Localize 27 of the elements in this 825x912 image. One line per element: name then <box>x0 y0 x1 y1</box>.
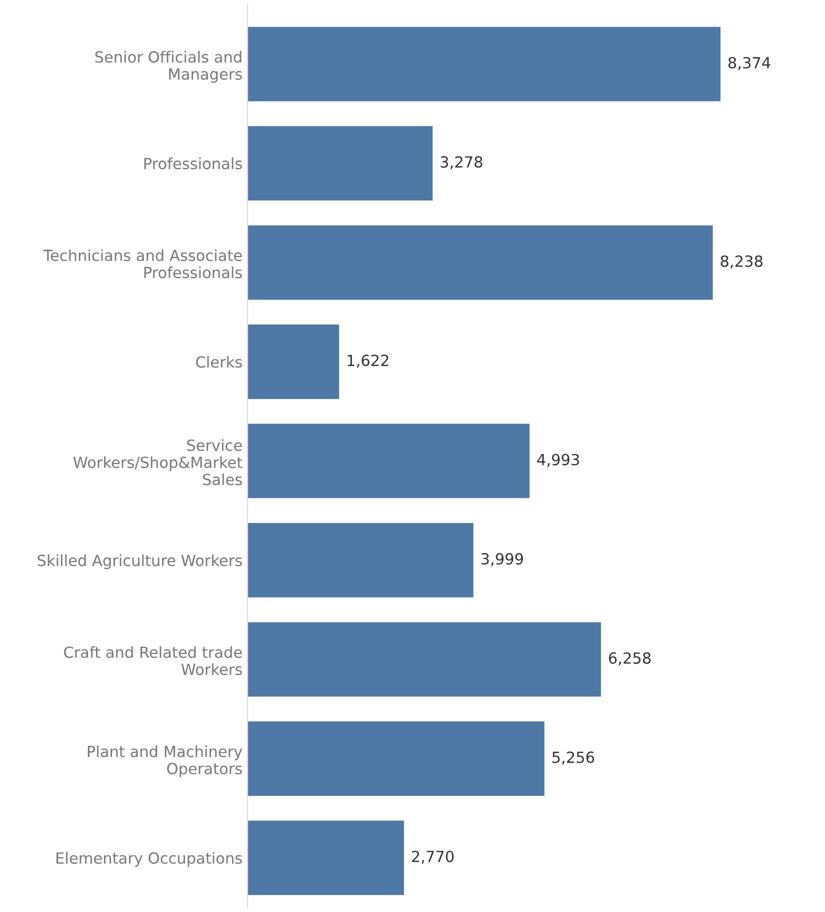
y-tick-label: Senior Officials and Managers <box>95 50 242 83</box>
bar <box>248 820 404 896</box>
data-label: 1,622 <box>348 354 388 368</box>
bar <box>248 424 530 498</box>
bar <box>248 26 720 102</box>
bar <box>248 721 544 796</box>
bar <box>248 126 433 201</box>
bar <box>248 324 340 399</box>
y-tick-label: Skilled Agriculture Workers <box>38 554 242 570</box>
y-tick-label: Clerks <box>196 356 242 368</box>
y-tick-label: Craft and Related trade Workers <box>64 646 242 676</box>
data-label: 3,999 <box>481 553 523 566</box>
y-tick-label: Service Workers/Shop&Market Sales <box>73 439 242 486</box>
data-label: 6,258 <box>608 652 651 666</box>
y-tick-label: Technicians and Associate Professionals <box>43 249 242 278</box>
data-label: 8,374 <box>728 56 770 70</box>
y-tick-label: Plant and Machinery Operators <box>88 745 242 778</box>
data-label: 2,770 <box>412 850 454 864</box>
bar <box>248 225 713 300</box>
y-tick-label: Elementary Occupations <box>56 852 242 867</box>
data-label: 8,238 <box>720 255 762 269</box>
data-label: 3,278 <box>440 156 482 170</box>
bar <box>248 522 474 598</box>
data-label: 4,993 <box>537 454 579 467</box>
data-label: 5,256 <box>552 751 594 765</box>
y-tick-label: Professionals <box>144 158 242 170</box>
bar <box>248 622 601 697</box>
